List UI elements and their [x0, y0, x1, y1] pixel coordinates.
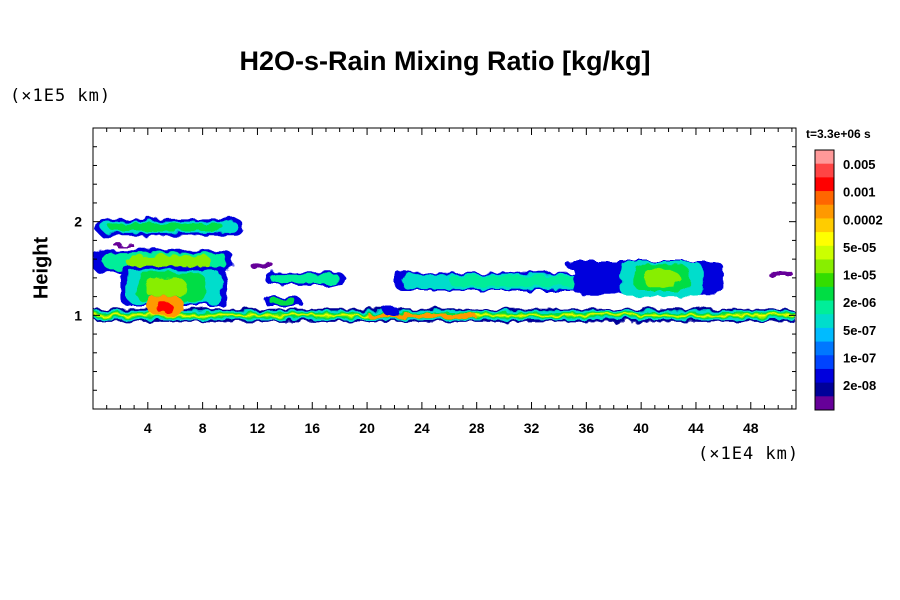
mid-cloud-d-inner — [643, 270, 680, 288]
colorbar-label: 0.001 — [843, 185, 876, 200]
x-tick-label: 24 — [414, 420, 430, 436]
chart-title: H2O-s-Rain Mixing Ratio [kg/kg] — [239, 46, 651, 76]
colorbar-swatch — [815, 177, 834, 192]
colorbar-swatch — [815, 191, 834, 206]
mid-cloud-b — [269, 298, 296, 305]
colorbar-label: 2e-06 — [843, 295, 876, 310]
y-unit-label: (×1E5 km) — [10, 86, 112, 106]
colorbar: 0.005 0.001 0.0002 5e-05 1e-05 2e-06 5e-07 1e-0… — [814, 149, 883, 411]
contour-field — [93, 218, 796, 322]
speck-mid — [250, 262, 274, 269]
plot-frame — [92, 127, 797, 410]
x-tick-label: 48 — [743, 420, 759, 436]
x-tick-label: 40 — [633, 420, 649, 436]
x-tick-label: 16 — [304, 420, 320, 436]
x-tick-label: 28 — [469, 420, 485, 436]
colorbar-swatch — [815, 368, 834, 384]
colorbar-swatch — [815, 150, 834, 165]
x-tick-label: 20 — [359, 420, 375, 436]
y-tick-label: 1 — [74, 307, 82, 323]
x-tick-label: 8 — [199, 420, 207, 436]
colorbar-swatch — [815, 355, 834, 370]
colorbar-label: 5e-07 — [843, 323, 876, 338]
colorbar-swatch — [815, 204, 834, 219]
x-tick-label: 4 — [144, 420, 152, 436]
x-unit-label: (×1E4 km) — [698, 444, 800, 464]
speck-surface — [383, 306, 399, 316]
x-tick-label: 12 — [250, 420, 266, 436]
colorbar-swatch — [815, 218, 834, 233]
upper-cloud-mid-core — [127, 255, 211, 269]
mid-cloud-c-core — [449, 275, 607, 287]
colorbar-swatch — [815, 382, 834, 397]
x-tick-label: 36 — [579, 420, 595, 436]
x-tick-label: 44 — [688, 420, 704, 436]
colorbar-swatch — [815, 163, 834, 178]
core-left-inner — [156, 302, 173, 313]
colorbar-label: 0.0002 — [843, 212, 883, 227]
mid-cloud-a — [271, 274, 340, 284]
colorbar-swatch — [815, 396, 834, 411]
x-axis: 4 8 12 16 20 24 28 32 36 40 44 48 — [106, 128, 793, 436]
colorbar-swatch — [815, 300, 834, 315]
surface-layer-warm — [367, 313, 477, 318]
colorbar-swatch — [815, 341, 834, 356]
colorbar-swatch — [815, 245, 834, 260]
colorbar-label: 5e-05 — [843, 240, 876, 255]
y-axis: 12 — [74, 146, 796, 391]
colorbar-label: 2e-08 — [843, 378, 876, 393]
speck-right-a — [565, 261, 594, 269]
time-label: t=3.3e+06 s — [806, 127, 871, 141]
colorbar-label: 1e-07 — [843, 350, 876, 365]
colorbar-label: 0.005 — [843, 157, 876, 172]
x-tick-label: 32 — [524, 420, 540, 436]
y-tick-label: 2 — [74, 214, 82, 230]
colorbar-swatch — [815, 232, 834, 247]
colorbar-swatch — [815, 327, 834, 343]
speck-right-b — [767, 270, 792, 276]
colorbar-swatch — [815, 273, 834, 288]
colorbar-swatch — [815, 314, 834, 329]
colorbar-frame — [814, 149, 835, 411]
upper-cloud-low-inner — [145, 277, 187, 297]
colorbar-swatch — [815, 286, 834, 302]
colorbar-swatch — [815, 259, 834, 274]
speck-left — [113, 244, 135, 247]
colorbar-label: 1e-05 — [843, 268, 876, 283]
upper-cloud-top-core — [109, 223, 224, 232]
